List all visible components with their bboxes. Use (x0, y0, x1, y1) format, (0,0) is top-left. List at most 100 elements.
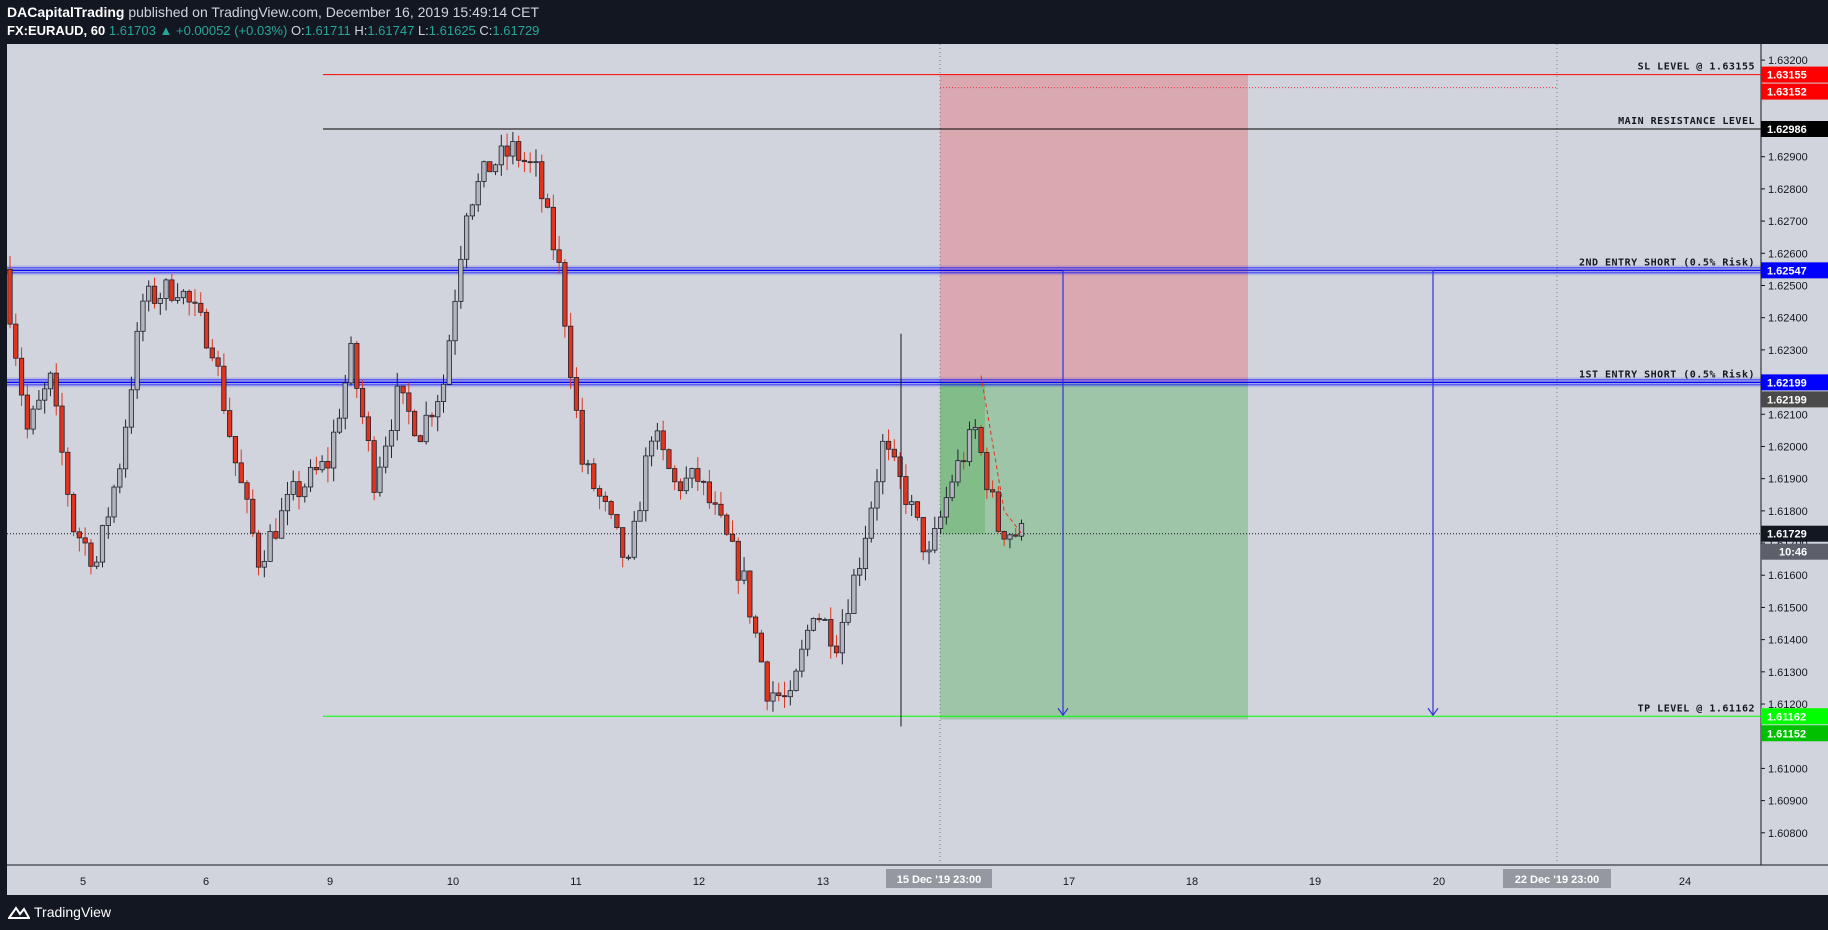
tradingview-logo-icon[interactable] (8, 904, 30, 920)
candle[interactable] (770, 692, 776, 702)
candle[interactable] (972, 427, 978, 431)
candle[interactable] (573, 377, 580, 411)
candle[interactable] (65, 451, 71, 495)
candle[interactable] (192, 301, 198, 304)
candle[interactable] (637, 510, 643, 522)
candle[interactable] (544, 198, 551, 208)
price-chart[interactable]: 1.632001.631001.630001.629001.628001.627… (0, 44, 1828, 895)
candle[interactable] (666, 449, 672, 469)
candle[interactable] (833, 645, 840, 654)
candle[interactable] (747, 570, 753, 618)
current-price-tag-bg[interactable] (1761, 525, 1828, 542)
candle[interactable] (1001, 530, 1007, 540)
candle[interactable] (799, 648, 805, 672)
candle[interactable] (816, 617, 822, 621)
candle[interactable] (279, 510, 285, 539)
candle[interactable] (527, 161, 533, 164)
candle[interactable] (990, 489, 996, 493)
candle[interactable] (955, 460, 961, 483)
candle[interactable] (695, 468, 701, 482)
stop-loss-zone[interactable] (940, 74, 1248, 383)
candle[interactable] (244, 482, 250, 500)
candle[interactable] (550, 206, 556, 251)
candle[interactable] (365, 416, 371, 442)
candle[interactable] (862, 537, 869, 570)
candle[interactable] (198, 302, 204, 313)
candle[interactable] (36, 399, 42, 410)
candle[interactable] (47, 372, 54, 390)
candle[interactable] (440, 383, 447, 402)
tradingview-brand[interactable]: TradingView (34, 904, 112, 920)
candle[interactable] (741, 570, 747, 581)
candle[interactable] (53, 372, 59, 407)
candle[interactable] (18, 357, 25, 396)
candle[interactable] (781, 695, 788, 698)
entry1-price-tag-2-bg[interactable] (1761, 391, 1828, 408)
candle[interactable] (978, 427, 984, 453)
candle[interactable] (134, 330, 140, 391)
candle[interactable] (215, 357, 221, 367)
candle[interactable] (805, 629, 811, 650)
candle[interactable] (296, 481, 302, 498)
candle[interactable] (949, 481, 955, 499)
candle[interactable] (284, 493, 291, 512)
candle[interactable] (313, 467, 319, 471)
candle[interactable] (238, 462, 244, 484)
candle[interactable] (175, 297, 181, 301)
candle[interactable] (492, 164, 499, 173)
candle[interactable] (1018, 523, 1025, 537)
candle[interactable] (481, 161, 487, 182)
candle[interactable] (822, 619, 828, 621)
candle[interactable] (267, 531, 273, 562)
candle[interactable] (591, 463, 597, 490)
candle[interactable] (458, 258, 464, 302)
tp-price-tag-bg[interactable] (1761, 708, 1828, 725)
candle[interactable] (151, 285, 158, 304)
candle[interactable] (163, 279, 169, 299)
candle[interactable] (966, 429, 973, 463)
candle[interactable] (261, 560, 267, 568)
candle[interactable] (221, 365, 227, 411)
candle[interactable] (504, 145, 510, 157)
candle[interactable] (94, 561, 100, 567)
candle[interactable] (891, 448, 897, 458)
candle[interactable] (157, 298, 163, 304)
candle[interactable] (579, 409, 585, 465)
candle[interactable] (672, 468, 678, 483)
candle[interactable] (735, 540, 741, 581)
candle[interactable] (209, 347, 215, 359)
candle[interactable] (24, 394, 30, 430)
candle[interactable] (510, 141, 516, 157)
candle[interactable] (70, 494, 77, 533)
candle[interactable] (724, 514, 730, 535)
candle[interactable] (758, 632, 765, 663)
candle[interactable] (706, 481, 712, 504)
candle[interactable] (82, 537, 88, 544)
candle[interactable] (464, 215, 470, 260)
candle[interactable] (30, 408, 36, 430)
candle[interactable] (851, 574, 857, 614)
candle[interactable] (654, 430, 660, 442)
candle[interactable] (250, 498, 256, 534)
candle[interactable] (539, 161, 545, 200)
candle[interactable] (336, 417, 343, 433)
candle[interactable] (897, 456, 903, 477)
candle[interactable] (903, 476, 909, 505)
candle[interactable] (729, 533, 736, 542)
candle[interactable] (88, 542, 94, 567)
candle[interactable] (348, 342, 354, 384)
candle[interactable] (516, 141, 522, 161)
resistance-price-tag-bg[interactable] (1761, 120, 1828, 137)
candle[interactable] (562, 262, 568, 327)
candle[interactable] (845, 613, 851, 623)
symbol-label[interactable]: FX:EURAUD, 60 (7, 23, 106, 38)
candle[interactable] (718, 503, 724, 516)
candle[interactable] (140, 300, 146, 332)
candle[interactable] (388, 430, 395, 447)
entry1-price-tag-bg[interactable] (1761, 374, 1828, 391)
candle[interactable] (643, 455, 649, 512)
entry2-price-tag-bg[interactable] (1761, 262, 1828, 279)
candle[interactable] (59, 405, 65, 453)
candle[interactable] (406, 392, 412, 412)
author-name[interactable]: DACapitalTrading (7, 4, 125, 20)
